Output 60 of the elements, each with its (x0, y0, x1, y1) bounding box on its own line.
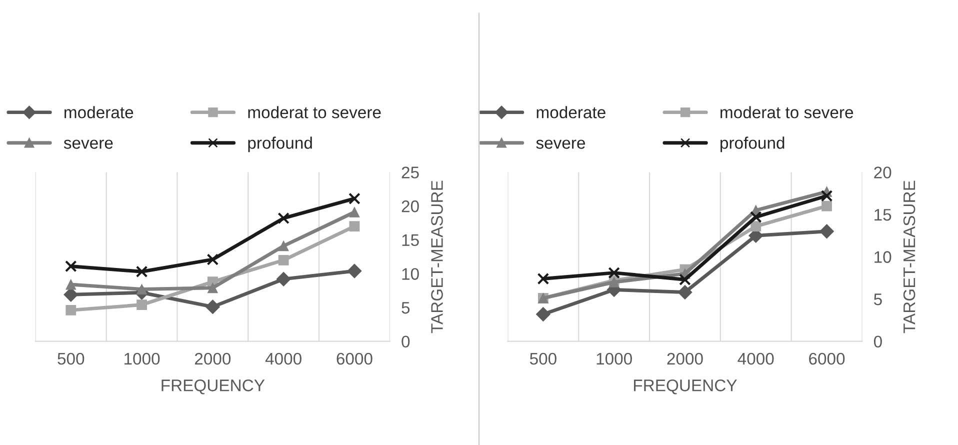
y-tick-label: 20 (874, 166, 892, 178)
point (136, 284, 147, 294)
point (750, 211, 762, 223)
x-tick-label: 6000 (809, 352, 845, 365)
point (278, 254, 289, 266)
x-tick-label: 500 (530, 352, 556, 365)
legend-label: profound (248, 136, 312, 152)
point (278, 212, 290, 224)
point (136, 266, 148, 278)
legend-label: moderat to severe (720, 106, 854, 118)
point (206, 254, 219, 266)
legend-label: moderate (536, 106, 606, 118)
y-tick-label: 25 (402, 166, 419, 178)
y-axis-title: TARGET-MEASURE (903, 180, 916, 334)
y-tick-label: 5 (402, 302, 410, 314)
y-tick-label: 5 (874, 294, 882, 306)
y-tick-label: 20 (402, 200, 419, 212)
point (678, 285, 692, 300)
x-tick-label: 1000 (124, 352, 160, 365)
x-axis-title: FREQUENCY (162, 380, 265, 394)
x-tick-label: 2000 (194, 352, 231, 365)
point (820, 224, 834, 239)
point (537, 272, 550, 285)
y-tick-label: 15 (402, 234, 419, 246)
point (64, 260, 77, 272)
point (750, 221, 762, 232)
y-tick-label: 0 (874, 336, 882, 348)
point (348, 192, 360, 204)
x-tick-label: 4000 (738, 352, 774, 365)
legend-label: severe (536, 140, 586, 149)
point (66, 279, 76, 290)
y-axis-title: TARGET-MEASURE (431, 180, 443, 334)
legend-label: moderate (64, 106, 134, 118)
x-tick-label: 6000 (336, 352, 372, 365)
point (207, 282, 218, 294)
point (820, 190, 833, 202)
point (679, 274, 691, 286)
point (822, 200, 832, 212)
point (66, 304, 76, 316)
point (608, 266, 620, 279)
point (536, 307, 550, 322)
point (205, 300, 220, 314)
y-tick-label: 10 (874, 251, 892, 263)
point (349, 221, 360, 232)
legend-label: moderat to severe (248, 106, 381, 118)
point (278, 240, 289, 252)
legend-label: profound (720, 136, 784, 152)
y-tick-label: 15 (874, 209, 892, 221)
point (136, 300, 147, 310)
x-axis-title: FREQUENCY (634, 380, 737, 394)
point (276, 272, 291, 286)
x-tick-label: 500 (58, 352, 84, 365)
y-tick-label: 0 (402, 336, 410, 348)
point (349, 206, 360, 218)
x-tick-label: 1000 (596, 352, 632, 365)
x-tick-label: 4000 (265, 352, 302, 365)
y-tick-label: 10 (402, 268, 419, 280)
legend-label: severe (64, 140, 113, 149)
point (347, 264, 362, 278)
x-tick-label: 2000 (667, 352, 703, 365)
